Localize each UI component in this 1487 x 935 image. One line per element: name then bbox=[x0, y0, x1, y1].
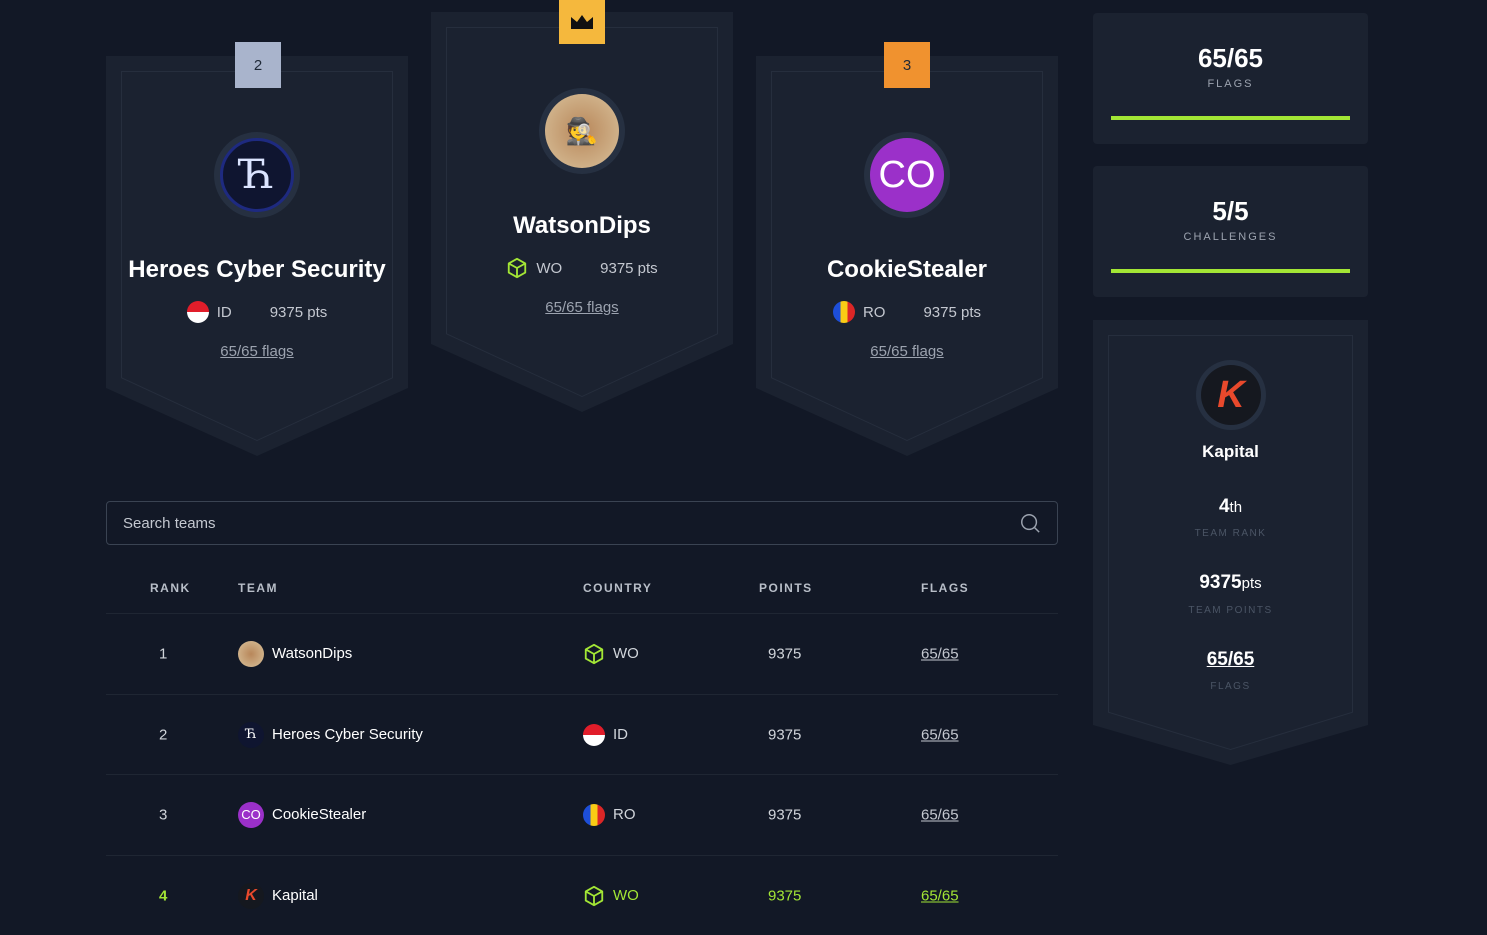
points-cell: 9375 bbox=[768, 887, 802, 904]
place-badge-second: 2 bbox=[235, 42, 281, 88]
team-avatar bbox=[238, 640, 264, 667]
team-points: 9375 pts bbox=[923, 303, 982, 321]
table-row-current-team[interactable]: 4 K Kapital WO 9375 65/65 bbox=[106, 855, 1058, 935]
points-cell: 9375 bbox=[768, 645, 802, 662]
header-country[interactable]: COUNTRY bbox=[583, 581, 653, 595]
team-name[interactable]: WatsonDips bbox=[513, 212, 651, 239]
country-cell: RO bbox=[583, 803, 636, 826]
podium-second: Ћ Heroes Cyber Security ID 9375 pts 65/65… bbox=[106, 56, 408, 456]
rank-label: TEAM RANK bbox=[1194, 528, 1267, 539]
challenges-label: CHALLENGES bbox=[1183, 231, 1278, 243]
team-meta: ID 9375 pts bbox=[106, 301, 408, 323]
team-avatar: Ћ bbox=[214, 132, 300, 218]
search-input[interactable]: Search teams bbox=[106, 501, 1058, 545]
flag-ro-icon bbox=[583, 803, 605, 826]
team-avatar: CO bbox=[238, 801, 264, 828]
points-cell: 9375 bbox=[768, 806, 802, 823]
flag-id-icon bbox=[186, 301, 209, 323]
country-code: ID bbox=[216, 303, 232, 321]
world-cube-icon bbox=[583, 643, 605, 665]
team-flags-link[interactable]: 65/65 flags bbox=[220, 343, 294, 360]
country-code: RO bbox=[862, 303, 886, 321]
flags-link[interactable]: 65/65 bbox=[921, 726, 959, 743]
podium-card-third bbox=[756, 56, 1058, 456]
my-team-flags-link[interactable]: 65/65 bbox=[1206, 649, 1255, 670]
country-cell: WO bbox=[583, 885, 639, 907]
team-name[interactable]: Heroes Cyber Security bbox=[128, 256, 386, 283]
my-team-name: Kapital bbox=[1202, 442, 1259, 461]
points-label: TEAM POINTS bbox=[1188, 605, 1273, 616]
rank-cell: 1 bbox=[159, 645, 168, 662]
flags-link[interactable]: 65/65 bbox=[921, 645, 959, 662]
challenges-value: 5/5 bbox=[1212, 196, 1249, 226]
team-meta: WO 9375 pts bbox=[431, 257, 733, 279]
flags-stat-card: 65/65 FLAGS bbox=[1093, 13, 1368, 144]
my-team-points: 9375pts bbox=[1199, 572, 1262, 593]
team-meta: RO 9375 pts bbox=[756, 301, 1058, 323]
team-name[interactable]: CookieStealer bbox=[826, 256, 988, 283]
kapital-avatar: K bbox=[1196, 360, 1266, 430]
flags-progress-bar bbox=[1111, 116, 1350, 120]
team-avatar: K bbox=[238, 882, 264, 909]
table-row[interactable]: 1 WatsonDips WO 9375 65/65 bbox=[106, 613, 1058, 693]
crown-icon bbox=[571, 15, 593, 29]
podium-first: 🕵 WatsonDips WO 9375 pts 65/65 flags bbox=[431, 12, 733, 412]
podium-card-first bbox=[431, 12, 733, 412]
team-avatar: 🕵 bbox=[539, 88, 625, 174]
team-avatar: Ћ bbox=[238, 721, 264, 748]
points-cell: 9375 bbox=[768, 726, 802, 743]
header-team[interactable]: TEAM bbox=[238, 581, 278, 595]
flags-value: 65/65 bbox=[1197, 43, 1264, 73]
header-rank[interactable]: RANK bbox=[150, 581, 191, 595]
place-badge-third: 3 bbox=[884, 42, 930, 88]
flag-ro-icon bbox=[832, 301, 855, 323]
country-cell: ID bbox=[583, 723, 628, 746]
country-code: WO bbox=[536, 259, 563, 277]
search-icon[interactable] bbox=[1019, 512, 1041, 534]
team-cell[interactable]: K Kapital bbox=[238, 882, 318, 909]
challenges-stat-card: 5/5 CHALLENGES bbox=[1093, 166, 1368, 297]
flags-link[interactable]: 65/65 bbox=[921, 806, 959, 823]
table-row[interactable]: 3 CO CookieStealer RO 9375 65/65 bbox=[106, 774, 1058, 854]
team-avatar: CO bbox=[864, 132, 950, 218]
place-badge-first bbox=[559, 0, 605, 44]
world-cube-icon bbox=[583, 885, 605, 907]
my-team-card bbox=[1093, 320, 1368, 765]
world-cube-icon bbox=[506, 257, 528, 279]
team-cell[interactable]: WatsonDips bbox=[238, 640, 352, 667]
challenges-progress-bar bbox=[1111, 269, 1350, 273]
team-points: 9375 pts bbox=[269, 303, 328, 321]
my-team-rank: 4th bbox=[1218, 496, 1243, 517]
flag-id-icon bbox=[583, 723, 605, 746]
podium-third: CO CookieStealer RO 9375 pts 65/65 flags bbox=[756, 56, 1058, 456]
team-cell[interactable]: CO CookieStealer bbox=[238, 801, 366, 828]
team-flags-link[interactable]: 65/65 flags bbox=[545, 299, 619, 316]
team-flags-link[interactable]: 65/65 flags bbox=[870, 343, 944, 360]
header-points[interactable]: POINTS bbox=[759, 581, 813, 595]
team-cell[interactable]: Ћ Heroes Cyber Security bbox=[238, 721, 423, 748]
rank-cell: 3 bbox=[159, 806, 168, 823]
flags-label: FLAGS bbox=[1210, 681, 1251, 692]
country-cell: WO bbox=[583, 643, 639, 665]
table-row[interactable]: 2 Ћ Heroes Cyber Security ID 9375 65/65 bbox=[106, 694, 1058, 774]
rank-cell: 4 bbox=[159, 887, 168, 904]
team-points: 9375 pts bbox=[600, 259, 658, 277]
header-flags[interactable]: FLAGS bbox=[921, 581, 970, 595]
flags-link[interactable]: 65/65 bbox=[921, 887, 959, 904]
rank-cell: 2 bbox=[159, 726, 168, 743]
search-placeholder: Search teams bbox=[123, 514, 216, 532]
flags-label: FLAGS bbox=[1207, 78, 1254, 90]
podium-card-second bbox=[106, 56, 408, 456]
